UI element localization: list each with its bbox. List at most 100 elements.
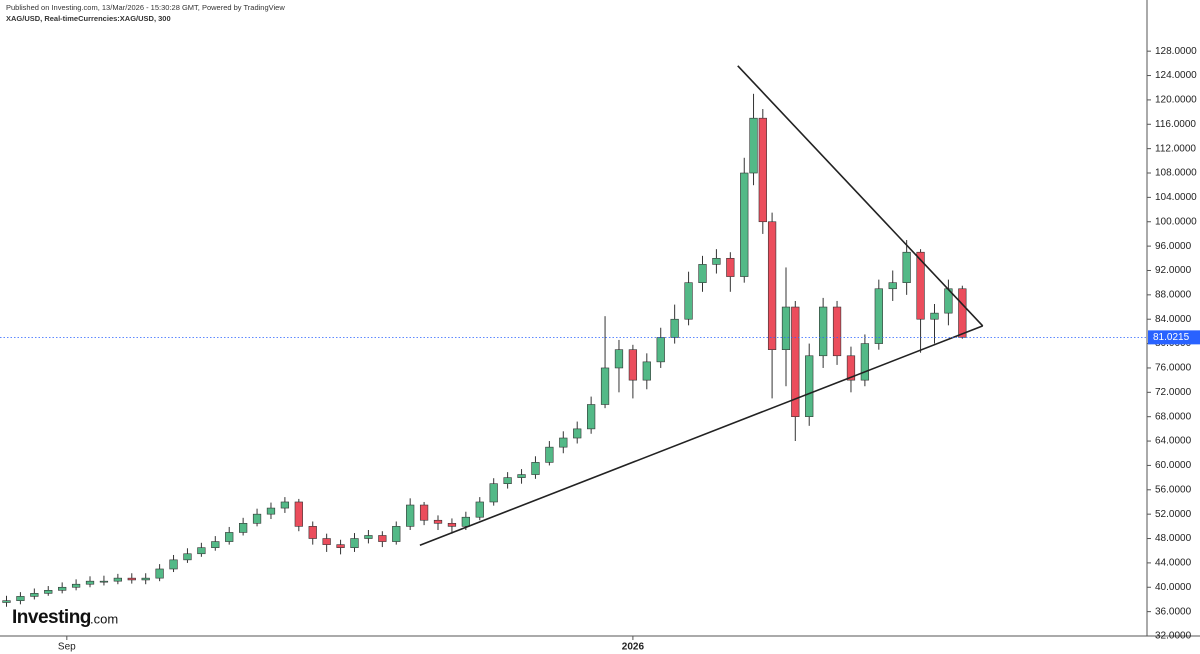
candle-body [503,477,512,485]
candle-body [684,282,693,320]
candle-body [698,264,707,283]
candle-body [322,538,331,545]
candle-body [888,282,897,290]
candle-body [378,535,387,542]
candle-body [545,446,554,463]
candle-body [740,172,749,277]
y-tick-label: 44.0000 [1155,558,1192,569]
y-tick-label: 88.0000 [1155,289,1192,300]
candle-body [294,501,303,527]
candle-body [99,580,109,583]
candle-body [559,437,568,448]
y-tick-label: 128.0000 [1155,46,1197,57]
candle-body [364,535,373,539]
symbol-label: XAG/USD, Real-timeCurrencies:XAG/USD, 30… [6,14,171,23]
y-tick-label: 56.0000 [1155,484,1192,495]
y-tick-label: 100.0000 [1155,216,1197,227]
candle-body [169,559,178,570]
y-tick-label: 48.0000 [1155,533,1192,544]
candle-body [958,288,967,338]
candle-body [16,596,25,601]
candle-body [44,590,53,594]
y-tick-label: 84.0000 [1155,314,1192,325]
candle-body [805,355,814,417]
y-tick-label: 92.0000 [1155,265,1192,276]
y-tick-label: 64.0000 [1155,436,1192,447]
candle-body [726,257,735,277]
candle-body [531,462,540,475]
candle-body [791,306,800,417]
candle-body [336,544,345,548]
candle-body [461,516,470,527]
candle-body [433,519,443,524]
candle-body [447,522,457,527]
candle-body [225,532,234,542]
candle-body [860,343,870,381]
candle-body [749,117,758,174]
candle-body [489,483,498,503]
y-tick-label: 112.0000 [1155,143,1196,154]
candle-body [819,306,828,357]
candle-body [406,504,415,527]
y-tick-label: 32.0000 [1155,631,1192,642]
y-tick-label: 104.0000 [1155,192,1197,203]
candle-body [350,538,359,548]
candle-body [600,367,610,405]
candle-body [127,577,136,581]
y-tick-label: 124.0000 [1155,70,1197,81]
candle-body [197,547,206,555]
candle-body [614,349,624,369]
candle-body [141,577,150,581]
candle-body [392,526,401,542]
y-tick-label: 60.0000 [1155,460,1192,471]
candle-body [475,501,484,518]
trend-line [737,65,984,327]
candle-body [846,355,856,381]
candle-body [517,474,526,478]
price-label: 81.0215 [1153,332,1190,343]
y-tick-label: 96.0000 [1155,241,1192,252]
candle-body [642,361,651,381]
candle-body [628,349,638,381]
candle-body [308,526,317,539]
candle-body [239,522,248,533]
candle-body [280,501,290,509]
y-tick-label: 108.0000 [1155,168,1197,179]
candle-body [758,117,767,223]
candle-body [902,251,911,283]
candle-body [211,541,220,548]
candle-body [30,593,39,597]
y-tick-label: 68.0000 [1155,411,1192,422]
candle-body [2,600,11,603]
x-tick-label: 2026 [622,642,645,653]
candle-body [874,288,883,344]
candle-body [587,404,596,430]
y-tick-label: 40.0000 [1155,582,1192,593]
candle-body [573,428,582,439]
logo: Investing .com [12,607,118,628]
candle-body [767,221,777,350]
y-tick-label: 52.0000 [1155,509,1192,520]
candle-body [58,586,67,591]
candle-body [252,513,262,524]
candle-body [85,580,95,585]
candle-body [930,312,939,320]
trend-line [419,325,984,546]
candle-body [781,306,791,350]
candle-body [183,553,192,561]
candle-body [71,583,81,588]
candle-body [155,568,164,579]
y-tick-label: 116.0000 [1155,119,1196,130]
y-tick-label: 120.0000 [1155,95,1197,106]
y-tick-label: 36.0000 [1155,606,1192,617]
candle-body [656,337,665,363]
logo-suffix: .com [90,611,118,626]
candle-body [266,507,276,515]
x-tick-label: Sep [58,642,76,653]
logo-brand: Investing [12,607,91,628]
y-tick-label: 76.0000 [1155,363,1192,374]
published-note: Published on Investing.com, 13/Mar/2026 … [6,3,285,12]
candle-body [113,577,122,582]
